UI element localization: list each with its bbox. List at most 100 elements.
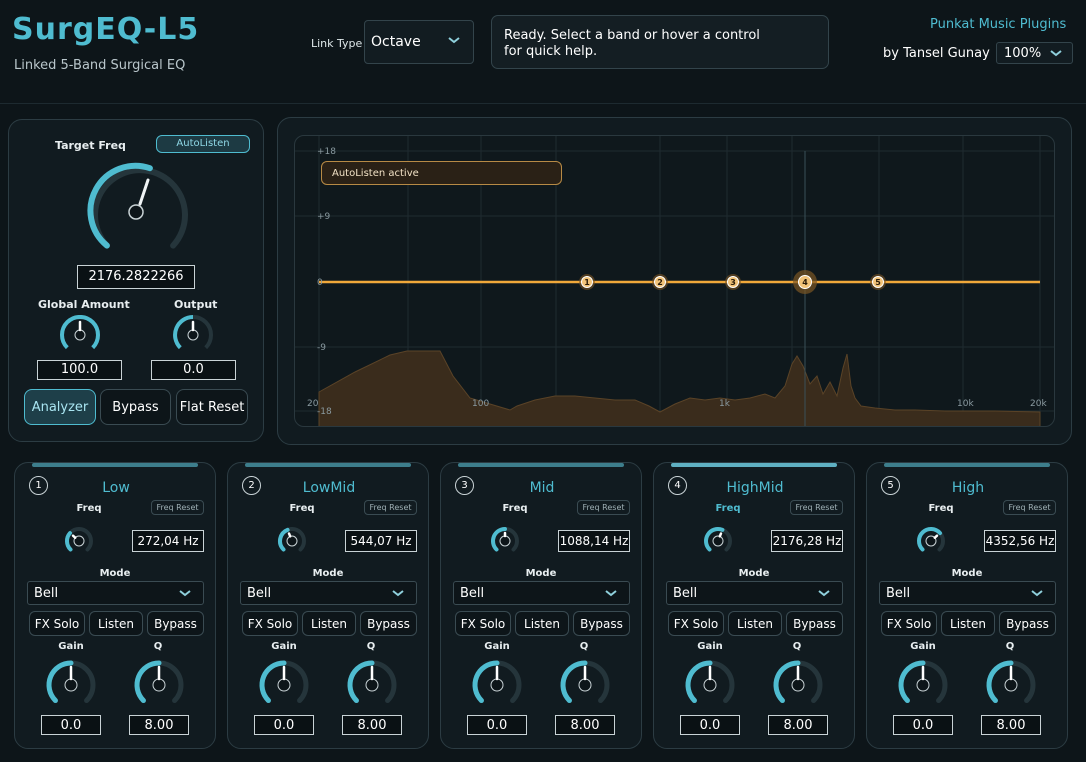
gain-knob[interactable] xyxy=(895,657,951,717)
mode-select[interactable]: Bell xyxy=(453,581,630,605)
svg-text:2: 2 xyxy=(657,278,663,287)
freq-label: Freq xyxy=(76,503,102,514)
band-bypass-button[interactable]: Bypass xyxy=(786,611,843,636)
autolisten-toggle[interactable]: AutoListen xyxy=(156,135,250,153)
output-knob[interactable] xyxy=(173,315,213,355)
freq-reset-button[interactable]: Freq Reset xyxy=(790,500,843,515)
svg-text:4: 4 xyxy=(802,278,808,287)
link-type-value: Octave xyxy=(371,34,421,50)
listen-button[interactable]: Listen xyxy=(302,611,356,636)
x-tick: 10k xyxy=(957,399,974,409)
mode-select[interactable]: Bell xyxy=(27,581,204,605)
q-value[interactable]: 8.00 xyxy=(342,715,402,735)
output-value[interactable]: 0.0 xyxy=(151,360,236,380)
autolisten-active-badge: AutoListen active xyxy=(321,161,562,185)
listen-button[interactable]: Listen xyxy=(941,611,995,636)
q-knob[interactable] xyxy=(557,657,613,717)
freq-knob[interactable] xyxy=(915,525,947,561)
fx-solo-button[interactable]: FX Solo xyxy=(881,611,937,636)
x-tick: 100 xyxy=(472,399,489,409)
target-freq-value[interactable]: 2176.2822266 xyxy=(77,265,195,289)
q-knob[interactable] xyxy=(344,657,400,717)
q-knob[interactable] xyxy=(770,657,826,717)
header-bar: SurgEQ-L5 Linked 5-Band Surgical EQ Link… xyxy=(0,0,1086,104)
listen-button[interactable]: Listen xyxy=(515,611,569,636)
band-bypass-button[interactable]: Bypass xyxy=(147,611,204,636)
y-tick: -18 xyxy=(317,407,332,417)
fx-solo-button[interactable]: FX Solo xyxy=(242,611,298,636)
q-value[interactable]: 8.00 xyxy=(129,715,189,735)
global-amount-value[interactable]: 100.0 xyxy=(37,360,122,380)
link-type-select[interactable]: Octave xyxy=(364,20,474,64)
eq-graph[interactable]: +18 +9 0 -9 -18 20 100 1k 10k 20k 1 2 3 … xyxy=(294,135,1055,427)
global-amount-knob[interactable] xyxy=(60,315,100,355)
q-value[interactable]: 8.00 xyxy=(555,715,615,735)
gain-label: Gain xyxy=(271,641,297,652)
gain-value[interactable]: 0.0 xyxy=(467,715,527,735)
freq-reset-button[interactable]: Freq Reset xyxy=(364,500,417,515)
band-node-4[interactable]: 4 xyxy=(793,270,817,294)
freq-reset-button[interactable]: Freq Reset xyxy=(151,500,204,515)
band-node-1[interactable]: 1 xyxy=(579,274,595,290)
band-bypass-button[interactable]: Bypass xyxy=(573,611,630,636)
q-value[interactable]: 8.00 xyxy=(981,715,1041,735)
freq-label: Freq xyxy=(289,503,315,514)
freq-value[interactable]: 2176,28 Hz xyxy=(771,530,843,552)
q-value[interactable]: 8.00 xyxy=(768,715,828,735)
listen-button[interactable]: Listen xyxy=(728,611,782,636)
freq-knob[interactable] xyxy=(276,525,308,561)
freq-knob[interactable] xyxy=(702,525,734,561)
mode-select[interactable]: Bell xyxy=(879,581,1056,605)
gain-value[interactable]: 0.0 xyxy=(254,715,314,735)
band-name: LowMid xyxy=(302,480,356,496)
gain-value[interactable]: 0.0 xyxy=(41,715,101,735)
chevron-down-icon xyxy=(817,587,831,601)
freq-knob[interactable] xyxy=(63,525,95,561)
band-bypass-button[interactable]: Bypass xyxy=(360,611,417,636)
flat-reset-button[interactable]: Flat Reset xyxy=(176,389,248,425)
zoom-select[interactable]: 100% xyxy=(996,42,1073,64)
band-name: HighMid xyxy=(726,480,784,496)
spectrum-analyzer xyxy=(318,350,1041,426)
target-freq-knob[interactable] xyxy=(84,160,188,256)
freq-value[interactable]: 1088,14 Hz xyxy=(558,530,630,552)
q-label: Q xyxy=(1005,641,1015,652)
brand-link[interactable]: Punkat Music Plugins xyxy=(930,17,1067,32)
freq-value[interactable]: 4352,56 Hz xyxy=(984,530,1056,552)
mode-label: Mode xyxy=(738,568,770,579)
gain-value[interactable]: 0.0 xyxy=(680,715,740,735)
band-node-5[interactable]: 5 xyxy=(870,274,886,290)
mode-value: Bell xyxy=(886,586,911,601)
band-node-2[interactable]: 2 xyxy=(652,274,668,290)
output-label: Output xyxy=(174,298,218,311)
band-number: 2 xyxy=(242,476,261,495)
freq-reset-button[interactable]: Freq Reset xyxy=(1003,500,1056,515)
eq-graph-canvas: +18 +9 0 -9 -18 20 100 1k 10k 20k 1 2 3 … xyxy=(295,136,1054,426)
band-number: 4 xyxy=(668,476,687,495)
gain-knob[interactable] xyxy=(256,657,312,717)
mode-select[interactable]: Bell xyxy=(666,581,843,605)
freq-reset-button[interactable]: Freq Reset xyxy=(577,500,630,515)
listen-button[interactable]: Listen xyxy=(89,611,143,636)
mode-select[interactable]: Bell xyxy=(240,581,417,605)
fx-solo-button[interactable]: FX Solo xyxy=(455,611,511,636)
band-strip-1: 1 Low Freq Freq Reset 272,04 Hz Mode Bel… xyxy=(14,462,216,749)
freq-knob[interactable] xyxy=(489,525,521,561)
q-knob[interactable] xyxy=(131,657,187,717)
band-node-3[interactable]: 3 xyxy=(725,274,741,290)
gain-knob[interactable] xyxy=(682,657,738,717)
gain-value[interactable]: 0.0 xyxy=(893,715,953,735)
q-knob[interactable] xyxy=(983,657,1039,717)
gain-knob[interactable] xyxy=(469,657,525,717)
svg-text:3: 3 xyxy=(730,278,736,287)
band-strip-5: 5 High Freq Freq Reset 4352,56 Hz Mode B… xyxy=(866,462,1068,749)
freq-value[interactable]: 272,04 Hz xyxy=(132,530,204,552)
fx-solo-button[interactable]: FX Solo xyxy=(668,611,724,636)
analyzer-button[interactable]: Analyzer xyxy=(24,389,96,425)
fx-solo-button[interactable]: FX Solo xyxy=(29,611,85,636)
gain-knob[interactable] xyxy=(43,657,99,717)
mode-label: Mode xyxy=(99,568,131,579)
freq-value[interactable]: 544,07 Hz xyxy=(345,530,417,552)
band-bypass-button[interactable]: Bypass xyxy=(999,611,1056,636)
bypass-button[interactable]: Bypass xyxy=(100,389,171,425)
